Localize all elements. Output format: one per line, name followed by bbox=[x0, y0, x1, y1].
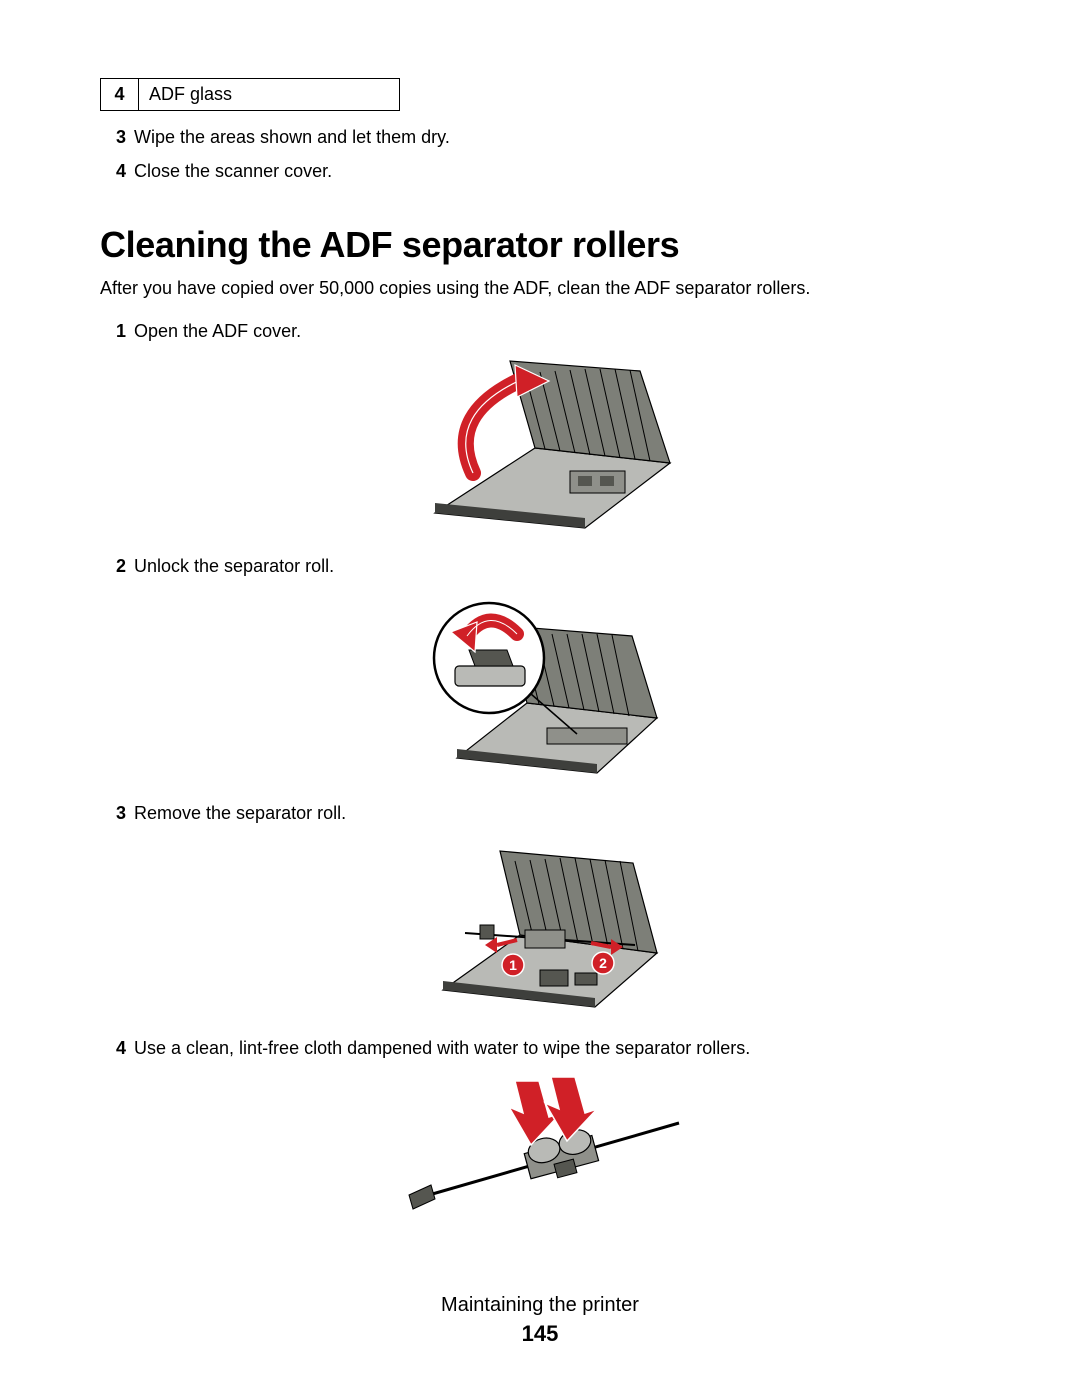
steps-list: 3 Remove the separator roll. bbox=[100, 801, 990, 825]
section-intro: After you have copied over 50,000 copies… bbox=[100, 278, 990, 299]
figure-unlock-roll bbox=[100, 588, 990, 783]
unlock-roll-illustration bbox=[427, 588, 663, 778]
steps-list: 4 Use a clean, lint-free cloth dampened … bbox=[100, 1036, 990, 1060]
list-item: 2 Unlock the separator roll. bbox=[104, 554, 990, 578]
pre-steps-list: 3 Wipe the areas shown and let them dry.… bbox=[100, 125, 990, 184]
footer-page-number: 145 bbox=[0, 1321, 1080, 1347]
step-number: 3 bbox=[104, 125, 126, 149]
callout-table: 4 ADF glass bbox=[100, 78, 400, 111]
callout-1-label: 1 bbox=[509, 957, 517, 973]
step-text: Use a clean, lint-free cloth dampened wi… bbox=[134, 1036, 750, 1060]
step-text: Remove the separator roll. bbox=[134, 801, 346, 825]
callout-2-label: 2 bbox=[599, 955, 607, 971]
step-number: 1 bbox=[104, 319, 126, 343]
step-text: Open the ADF cover. bbox=[134, 319, 301, 343]
list-item: 4 Use a clean, lint-free cloth dampened … bbox=[104, 1036, 990, 1060]
step-number: 3 bbox=[104, 801, 126, 825]
steps-list: 1 Open the ADF cover. bbox=[100, 319, 990, 343]
step-number: 4 bbox=[104, 1036, 126, 1060]
callout-number: 4 bbox=[101, 79, 139, 111]
figure-open-adf-cover bbox=[100, 353, 990, 536]
list-item: 1 Open the ADF cover. bbox=[104, 319, 990, 343]
table-row: 4 ADF glass bbox=[101, 79, 400, 111]
page-footer: Maintaining the printer 145 bbox=[0, 1294, 1080, 1347]
section-heading: Cleaning the ADF separator rollers bbox=[100, 224, 990, 266]
wipe-rollers-illustration bbox=[395, 1071, 695, 1221]
remove-roll-illustration: 1 2 bbox=[425, 835, 665, 1013]
figure-remove-roll: 1 2 bbox=[100, 835, 990, 1018]
list-item: 3 Remove the separator roll. bbox=[104, 801, 990, 825]
list-item: 3 Wipe the areas shown and let them dry. bbox=[104, 125, 990, 149]
step-text: Close the scanner cover. bbox=[134, 159, 332, 183]
figure-wipe-rollers bbox=[100, 1071, 990, 1226]
adf-cover-illustration bbox=[415, 353, 675, 531]
steps-list: 2 Unlock the separator roll. bbox=[100, 554, 990, 578]
callout-label: ADF glass bbox=[139, 79, 400, 111]
footer-chapter-title: Maintaining the printer bbox=[0, 1294, 1080, 1317]
step-text: Wipe the areas shown and let them dry. bbox=[134, 125, 450, 149]
step-number: 4 bbox=[104, 159, 126, 183]
list-item: 4 Close the scanner cover. bbox=[104, 159, 990, 183]
step-text: Unlock the separator roll. bbox=[134, 554, 334, 578]
step-number: 2 bbox=[104, 554, 126, 578]
